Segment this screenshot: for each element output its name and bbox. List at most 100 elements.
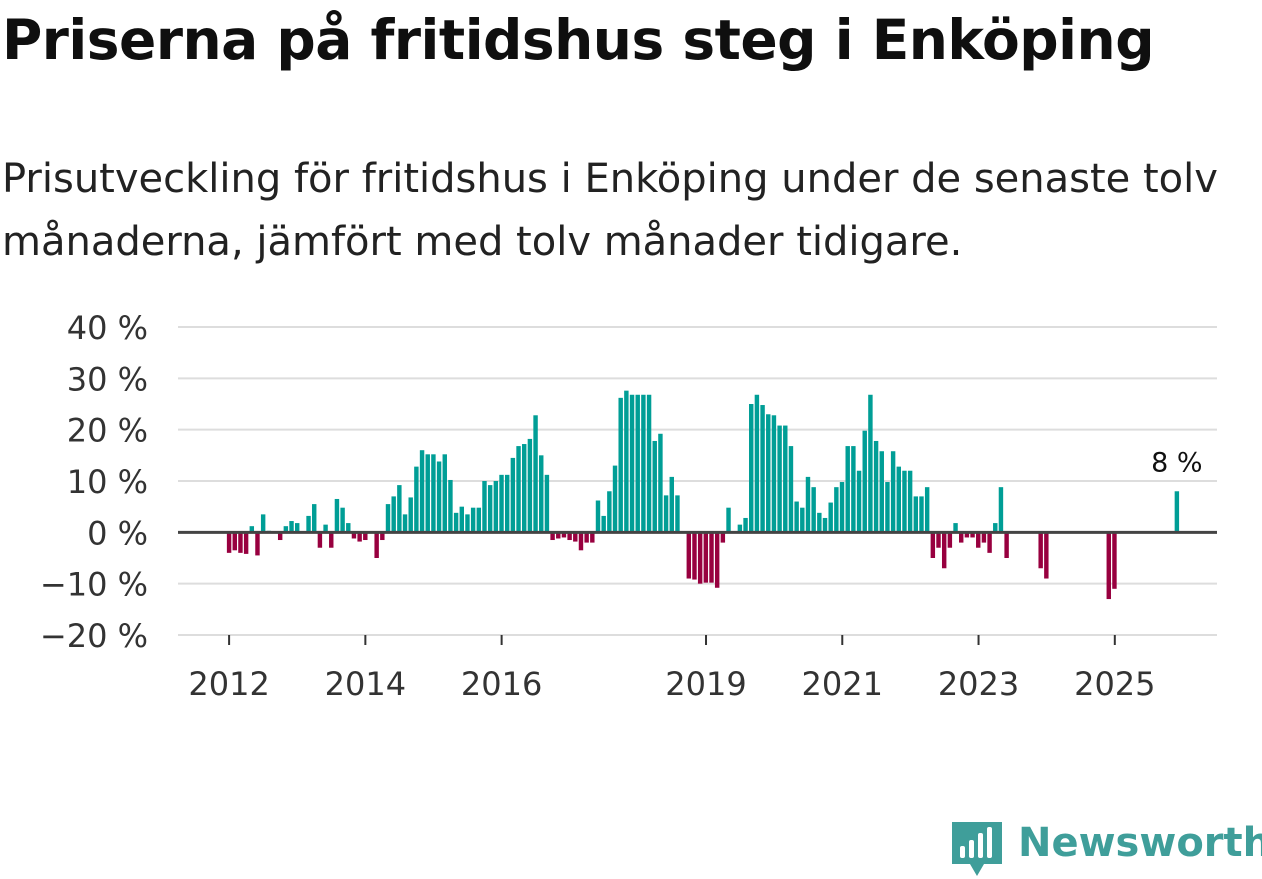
bar: [595, 500, 601, 533]
bar: [556, 532, 561, 539]
bar: [629, 394, 635, 533]
bar: [669, 476, 674, 533]
y-tick-label: 10 %: [67, 463, 148, 501]
bar: [976, 532, 981, 548]
bar: [697, 532, 703, 584]
chart-subtitle: Prisutveckling för fritidshus i Enköping…: [2, 156, 1218, 265]
bar: [890, 451, 896, 533]
bar: [527, 438, 533, 533]
y-tick-label: −20 %: [40, 617, 148, 655]
bar: [493, 481, 499, 533]
bar: [306, 515, 311, 533]
bar: [573, 532, 578, 542]
bar: [947, 532, 953, 548]
bar: [510, 457, 516, 533]
bar: [238, 532, 243, 553]
x-tick-label: 2019: [665, 665, 746, 700]
x-tick-label: 2025: [1074, 665, 1155, 700]
bar: [703, 532, 709, 583]
bar: [624, 390, 629, 533]
newsworthy-logo-icon: [952, 822, 1002, 876]
bar: [277, 532, 283, 541]
bar: [822, 517, 828, 533]
bar: [584, 532, 589, 543]
bar: [794, 501, 799, 533]
bar: [658, 433, 663, 533]
bar: [749, 404, 754, 533]
bar: [919, 496, 924, 533]
bar: [828, 502, 833, 533]
bar: [856, 470, 862, 533]
bar: [868, 394, 873, 533]
bar: [862, 430, 867, 533]
bar: [998, 487, 1004, 533]
bar: [346, 523, 351, 533]
bar: [1106, 532, 1111, 600]
bar: [312, 504, 317, 533]
bar: [930, 532, 936, 558]
bar: [641, 394, 646, 533]
bar: [800, 507, 805, 533]
bar: [397, 485, 402, 533]
x-axis: 2012 2014 2016 2019 2021 2023 2025: [188, 635, 1156, 700]
bar: [913, 496, 919, 533]
bar: [1044, 532, 1049, 579]
bar: [885, 482, 890, 533]
bar: [544, 474, 550, 533]
bar: [777, 425, 782, 533]
bar: [550, 532, 555, 541]
bar: [873, 440, 879, 533]
bar: [737, 524, 743, 533]
x-tick-label: 2021: [802, 665, 883, 700]
y-tick-label: −10 %: [40, 566, 148, 604]
bar: [255, 532, 260, 556]
bar: [709, 532, 714, 583]
bar: [879, 451, 884, 533]
bars: [226, 390, 1180, 600]
bar: [243, 532, 249, 554]
bar: [839, 482, 845, 533]
bar: [924, 487, 930, 533]
bar: [896, 466, 901, 533]
bar: [771, 415, 777, 533]
bar: [260, 514, 266, 533]
bar: [902, 470, 907, 533]
bar: [289, 521, 294, 533]
bar: [1004, 532, 1009, 558]
bar: [436, 461, 442, 533]
bar: [601, 515, 606, 533]
bar: [907, 470, 913, 533]
bar: [612, 465, 618, 533]
y-tick-label: 30 %: [67, 360, 148, 398]
bar: [987, 532, 992, 553]
y-tick-label: 40 %: [67, 309, 148, 347]
bar: [692, 532, 697, 580]
bar: [340, 507, 345, 533]
bar: [834, 487, 839, 533]
bar: [487, 485, 493, 533]
bar: [226, 532, 232, 553]
x-tick-label: 2023: [938, 665, 1019, 700]
bar: [720, 532, 726, 543]
bar: [936, 532, 941, 548]
bar: [811, 487, 816, 533]
bar: [419, 450, 425, 533]
bar: [578, 532, 584, 551]
x-tick-label: 2016: [461, 665, 542, 700]
bar: [663, 495, 669, 533]
bar: [964, 532, 970, 538]
bar: [845, 446, 850, 533]
bar-chart: 40 %30 %20 %10 %0 %−10 %−20 % 2012 2014 20…: [40, 309, 1217, 700]
bar: [805, 476, 811, 533]
bar: [941, 532, 947, 569]
bar: [686, 532, 692, 579]
bar: [504, 474, 510, 533]
bar: [374, 532, 379, 558]
bar: [249, 526, 255, 533]
bar: [783, 425, 788, 533]
bar: [442, 454, 447, 533]
bar: [425, 454, 430, 533]
bar: [431, 454, 436, 533]
bar: [329, 532, 334, 548]
bar: [743, 517, 748, 533]
